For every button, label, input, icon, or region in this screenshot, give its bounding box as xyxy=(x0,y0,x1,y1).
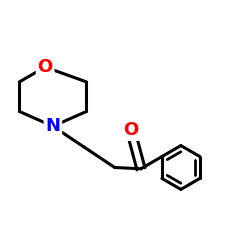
Text: N: N xyxy=(46,117,60,135)
Text: O: O xyxy=(123,121,138,139)
Text: O: O xyxy=(38,58,53,76)
